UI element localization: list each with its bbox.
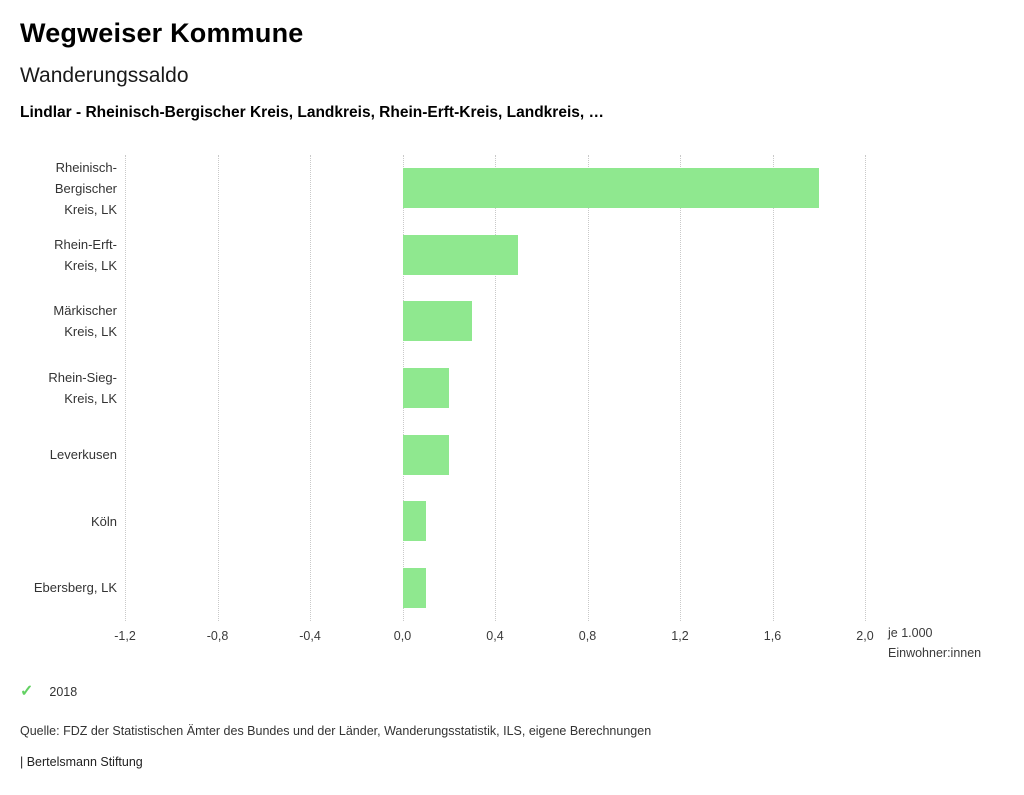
x-axis-unit-line2: Einwohner:innen bbox=[888, 646, 982, 660]
gridline bbox=[495, 155, 496, 621]
category-label: Rhein-Erft- Kreis, LK bbox=[54, 236, 117, 273]
source-line: Quelle: FDZ der Statistischen Ämter des … bbox=[20, 724, 652, 738]
selection-line: Lindlar - Rheinisch-Bergischer Kreis, La… bbox=[20, 104, 604, 121]
category-label: Rhein-Sieg- Kreis, LK bbox=[48, 370, 117, 407]
category-label: Märkischer Kreis, LK bbox=[53, 303, 117, 340]
category-label: Köln bbox=[90, 513, 117, 529]
bar[interactable] bbox=[402, 434, 449, 475]
category-label: Leverkusen bbox=[49, 447, 117, 463]
gridline bbox=[125, 155, 126, 621]
chart-title: Wanderungssaldo bbox=[20, 64, 189, 87]
check-icon[interactable]: ✓ bbox=[20, 683, 34, 700]
x-axis: -1,2 -0,8 -0,4 0,0 0,4 0,8 1,2 1,6 2,0 bbox=[114, 629, 873, 649]
x-tick-label: 2,0 bbox=[856, 629, 874, 643]
bar[interactable] bbox=[402, 301, 472, 342]
x-tick-label: -1,2 bbox=[114, 629, 136, 643]
category-axis: Rheinisch- Bergischer Kreis, LK Rhein-Erft-… bbox=[0, 155, 117, 621]
bar-rows bbox=[125, 155, 865, 621]
bar[interactable] bbox=[402, 234, 519, 275]
branding-line: | Bertelsmann Stiftung bbox=[20, 755, 143, 769]
bar-row bbox=[125, 222, 865, 289]
bar[interactable] bbox=[402, 567, 426, 608]
x-tick-label: 1,2 bbox=[671, 629, 689, 643]
x-tick-label: 0,8 bbox=[578, 629, 597, 643]
bar[interactable] bbox=[402, 168, 819, 209]
x-tick-label: 0,0 bbox=[393, 629, 412, 643]
page-title: Wegweiser Kommune bbox=[20, 18, 304, 48]
x-axis-unit-line1: je 1.000 bbox=[888, 626, 933, 640]
legend: ✓ 2018 bbox=[20, 684, 77, 700]
gridline bbox=[865, 155, 866, 621]
gridline bbox=[772, 155, 774, 621]
bar-row bbox=[125, 554, 865, 621]
bar-row bbox=[125, 155, 865, 222]
category-label: Rheinisch- Bergischer Kreis, LK bbox=[54, 159, 117, 217]
bar-row bbox=[125, 488, 865, 555]
legend-year-label[interactable]: 2018 bbox=[49, 685, 78, 699]
bar-row bbox=[125, 355, 865, 422]
chart: Rheinisch- Bergischer Kreis, LK Rhein-Erft-… bbox=[0, 155, 1024, 675]
x-tick-label: -0,8 bbox=[206, 629, 229, 643]
bar-row bbox=[125, 288, 865, 355]
x-tick-label: 0,4 bbox=[486, 629, 504, 643]
bar-row bbox=[125, 421, 865, 488]
category-label: Ebersberg, LK bbox=[33, 580, 117, 596]
gridline bbox=[310, 155, 311, 621]
x-axis-unit-label: je 1.000 Einwohner:innen bbox=[888, 623, 981, 663]
gridline bbox=[680, 155, 681, 621]
bar[interactable] bbox=[402, 501, 426, 542]
bar[interactable] bbox=[402, 368, 449, 409]
plot-area bbox=[125, 155, 866, 621]
gridline bbox=[587, 155, 589, 621]
x-tick-label: 1,6 bbox=[763, 629, 782, 643]
x-tick-label: -0,4 bbox=[299, 629, 321, 643]
gridline bbox=[217, 155, 219, 621]
